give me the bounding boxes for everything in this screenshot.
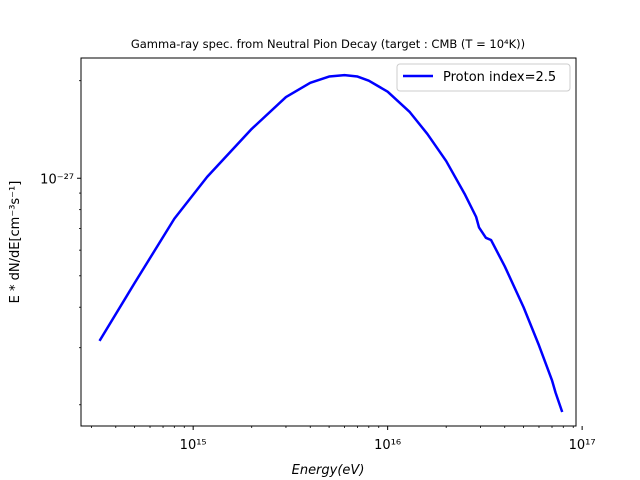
x-axis-label: Energy(eV) xyxy=(292,463,365,478)
series-line xyxy=(98,73,564,413)
x-tick-label: 10¹⁷ xyxy=(569,438,596,453)
legend-label: Proton index=2.5 xyxy=(443,70,556,85)
chart-title: Gamma-ray spec. from Neutral Pion Decay … xyxy=(131,37,525,51)
legend: Proton index=2.5 xyxy=(396,63,571,92)
x-tick-label: 10¹⁵ xyxy=(180,438,207,453)
plot-frame xyxy=(80,57,577,427)
legend-box xyxy=(396,63,571,92)
y-axis-label: E * dN/dE[cm⁻³s⁻¹] xyxy=(8,181,23,304)
y-tick-label: 10⁻²⁷ xyxy=(40,172,74,187)
x-tick-label: 10¹⁶ xyxy=(374,438,401,453)
